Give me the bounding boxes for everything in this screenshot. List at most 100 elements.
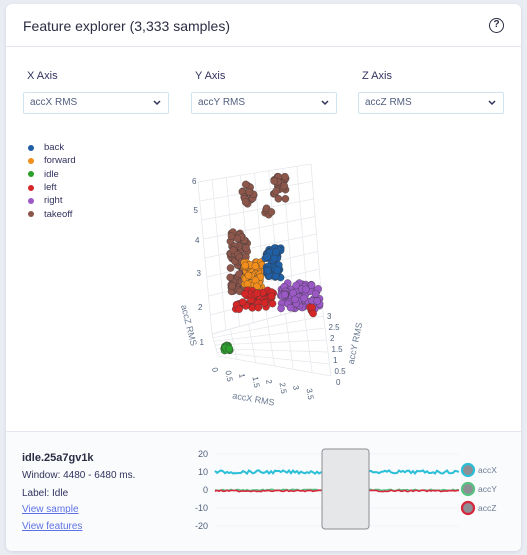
point-takeoff [242, 244, 250, 252]
legend-label: forward [44, 155, 76, 167]
point-back [272, 248, 280, 256]
point-right [289, 289, 297, 297]
legend-item-takeoff[interactable]: takeoff [28, 207, 76, 220]
y-tick-label: 1 [333, 356, 338, 365]
point-takeoff [242, 180, 250, 189]
series-legend-label: accZ [478, 503, 496, 513]
x-tick-label: 3.5 [305, 388, 316, 401]
point-takeoff [226, 273, 234, 282]
point-right [291, 295, 299, 304]
sample-signal-chart: 20 10 0 -10 -20 accX accY accZ [195, 448, 497, 531]
y-tick-label: 2 [330, 334, 335, 343]
y-tick-label: 1.5 [332, 345, 344, 354]
point-forward [241, 261, 249, 270]
y-axis-select[interactable]: accY RMS [191, 92, 337, 114]
point-takeoff [281, 195, 290, 203]
x-tick-label: 3 [291, 385, 301, 391]
x-tick-label: 2 [264, 379, 274, 385]
point-left [260, 299, 269, 307]
z-axis-select[interactable]: accZ RMS [358, 92, 504, 114]
z-tick-label: 6 [192, 177, 197, 186]
x-tick-label: 2.5 [278, 382, 289, 395]
legend-item-left[interactable]: left [28, 181, 76, 194]
point-idle [225, 344, 234, 353]
point-takeoff [245, 188, 253, 196]
z-axis-selected-value: accZ RMS [365, 97, 412, 108]
point-forward [244, 271, 253, 280]
legend: back forward idle left right takeoff [28, 141, 76, 221]
z-axis-label: Z Axis [362, 70, 392, 82]
legend-label: back [44, 142, 65, 154]
point-takeoff [267, 208, 276, 216]
series-marker-accZ[interactable] [460, 500, 476, 516]
point-right [280, 290, 289, 299]
y-tick-label: 10 [198, 467, 208, 477]
z-tick-label: 4 [195, 236, 200, 245]
x-axis-select[interactable]: accX RMS [23, 92, 169, 114]
chevron-down-icon [153, 100, 161, 106]
z-axis-group: Z Axis accZ RMS [358, 70, 504, 114]
y-tick-label: -10 [195, 503, 208, 513]
point-takeoff [270, 177, 278, 185]
y-axis-title: accY RMS [346, 322, 365, 366]
series-marker-accY[interactable] [460, 481, 476, 497]
legend-dot [28, 157, 34, 164]
point-left [309, 309, 317, 318]
point-right [311, 290, 320, 298]
z-tick-label: 1 [200, 338, 205, 347]
point-takeoff [280, 182, 288, 190]
x-tick-label: 0 [210, 367, 220, 373]
x-axis-group: X Axis accX RMS [23, 70, 169, 114]
sample-name: idle.25a7gv1k [22, 452, 94, 464]
legend-label: takeoff [44, 208, 73, 220]
point-right [277, 304, 285, 313]
sample-panel: idle.25a7gv1k Window: 4480 - 6480 ms. La… [6, 431, 521, 551]
chevron-down-icon [488, 100, 496, 106]
legend-dot [28, 211, 34, 218]
legend-dot [28, 184, 34, 191]
y-tick-label: -20 [195, 521, 208, 531]
y-axis-label: Y Axis [195, 70, 226, 82]
point-right [286, 303, 295, 312]
legend-label: idle [44, 168, 59, 180]
legend-item-back[interactable]: back [28, 141, 76, 154]
y-tick-label: 0 [336, 378, 341, 387]
legend-item-idle[interactable]: idle [28, 168, 76, 181]
y-tick-label: 0 [203, 485, 208, 495]
legend-item-right[interactable]: right [28, 194, 76, 207]
y-axis-selected-value: accY RMS [198, 97, 246, 108]
point-takeoff [241, 198, 250, 206]
point-right [292, 281, 300, 290]
question-circle-icon[interactable]: ? [489, 18, 504, 33]
point-left [235, 305, 243, 313]
y-tick-label: 20 [198, 449, 208, 459]
z-tick-label: 2 [198, 303, 203, 312]
card-header: Feature explorer (3,333 samples) ? [6, 4, 521, 47]
y-tick-label: 2.5 [329, 323, 341, 332]
point-back [273, 266, 282, 274]
sample-label: Label: Idle [22, 488, 69, 499]
point-right [313, 297, 321, 305]
point-back [264, 266, 272, 275]
legend-dot [28, 197, 34, 204]
view-sample-link[interactable]: View sample [22, 504, 79, 515]
point-takeoff [272, 187, 280, 195]
x-axis-label: X Axis [27, 70, 58, 82]
legend-dot [28, 144, 34, 151]
point-forward [251, 276, 260, 285]
legend-item-forward[interactable]: forward [28, 154, 76, 167]
legend-dot [28, 171, 34, 178]
point-left [238, 298, 247, 306]
selection-window[interactable] [321, 448, 370, 530]
y-tick-label: 0.5 [335, 367, 347, 376]
series-marker-accX[interactable] [460, 462, 476, 478]
series-legend-label: accY [478, 484, 497, 494]
card-title: Feature explorer (3,333 samples) [23, 18, 230, 34]
point-takeoff [228, 282, 236, 290]
z-tick-label: 3 [197, 269, 202, 278]
point-takeoff [281, 172, 289, 181]
point-right [302, 285, 310, 294]
view-features-link[interactable]: View features [22, 521, 83, 532]
point-left [267, 292, 276, 301]
